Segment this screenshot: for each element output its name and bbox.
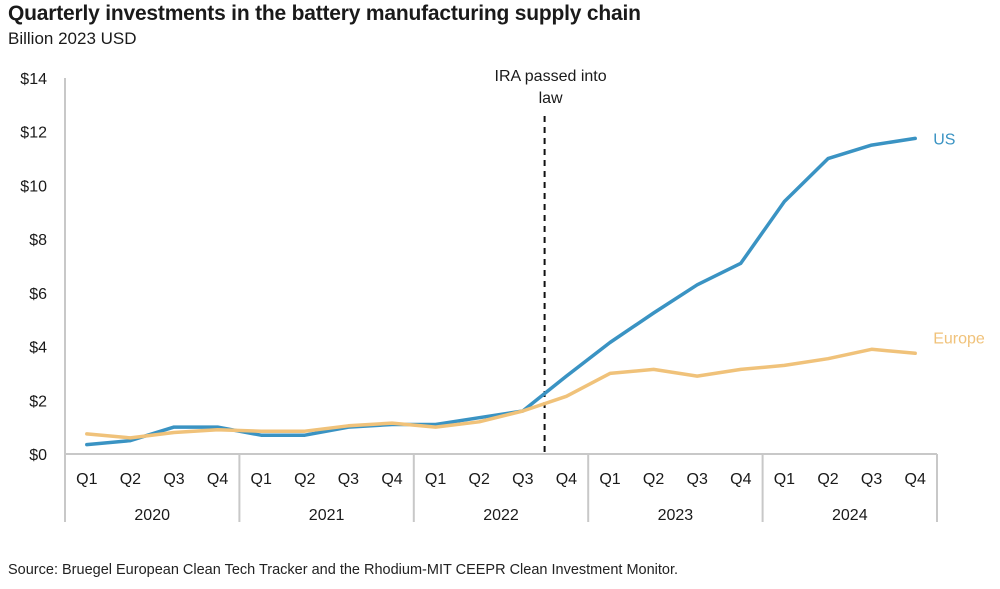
y-tick-label: $10: [20, 178, 47, 195]
x-tick-quarter: Q4: [730, 471, 751, 488]
x-tick-quarter: Q2: [469, 471, 490, 488]
x-tick-year: 2022: [483, 507, 519, 524]
x-tick-quarter: Q4: [905, 471, 926, 488]
x-tick-quarter: Q3: [687, 471, 708, 488]
ira-label-line1: IRA passed into: [495, 68, 607, 85]
y-tick-label: $12: [20, 125, 47, 142]
chart-title: Quarterly investments in the battery man…: [8, 2, 641, 25]
x-tick-quarter: Q2: [294, 471, 315, 488]
x-tick-quarter: Q3: [163, 471, 184, 488]
y-axis: $0 $2 $4 $6 $8 $10 $12 $14: [20, 71, 47, 464]
y-tick-label: $0: [29, 447, 47, 464]
x-tick-year: 2021: [309, 507, 345, 524]
source-note: Source: Bruegel European Clean Tech Trac…: [8, 562, 679, 578]
y-tick-label: $4: [29, 340, 47, 357]
ira-label-line2: law: [539, 90, 563, 107]
x-tick-quarter: Q3: [338, 471, 359, 488]
series-lines: US Europe: [85, 131, 985, 447]
series-line-europe: [85, 347, 917, 440]
series-label-us: US: [933, 131, 955, 148]
chart-subtitle: Billion 2023 USD: [8, 29, 137, 48]
x-axis: Q1 Q2 Q3 Q4 Q1 Q2 Q3 Q4 Q1 Q2 Q3 Q4 Q1 Q2 Q3 Q4 Q1 Q2 Q3 Q4…: [76, 471, 926, 524]
x-tick-quarter: Q1: [251, 471, 272, 488]
ira-annotation: IRA passed into law: [495, 68, 607, 454]
x-tick-quarter: Q3: [861, 471, 882, 488]
x-tick-year: 2020: [134, 507, 170, 524]
x-tick-quarter: Q2: [120, 471, 141, 488]
x-tick-quarter: Q1: [599, 471, 620, 488]
line-chart: $0 $2 $4 $6 $8 $10 $12 $14 Q1 Q2 Q3 Q4 Q1 Q2 Q3 Q4 Q1 Q2…: [20, 68, 985, 524]
x-tick-quarter: Q1: [425, 471, 446, 488]
x-tick-quarter: Q2: [817, 471, 838, 488]
x-tick-year: 2024: [832, 507, 868, 524]
y-tick-label: $2: [29, 393, 47, 410]
x-tick-quarter: Q1: [774, 471, 795, 488]
x-tick-quarter: Q3: [512, 471, 533, 488]
x-tick-quarter: Q4: [556, 471, 577, 488]
y-tick-label: $8: [29, 232, 47, 249]
series-label-europe: Europe: [933, 330, 985, 347]
series-line-us: [85, 136, 917, 447]
x-tick-quarter: Q2: [643, 471, 664, 488]
x-tick-year: 2023: [658, 507, 694, 524]
x-tick-quarter: Q1: [76, 471, 97, 488]
y-tick-label: $14: [20, 71, 47, 88]
y-tick-label: $6: [29, 286, 47, 303]
axes: [64, 78, 938, 522]
x-tick-quarter: Q4: [381, 471, 402, 488]
x-tick-quarter: Q4: [207, 471, 228, 488]
